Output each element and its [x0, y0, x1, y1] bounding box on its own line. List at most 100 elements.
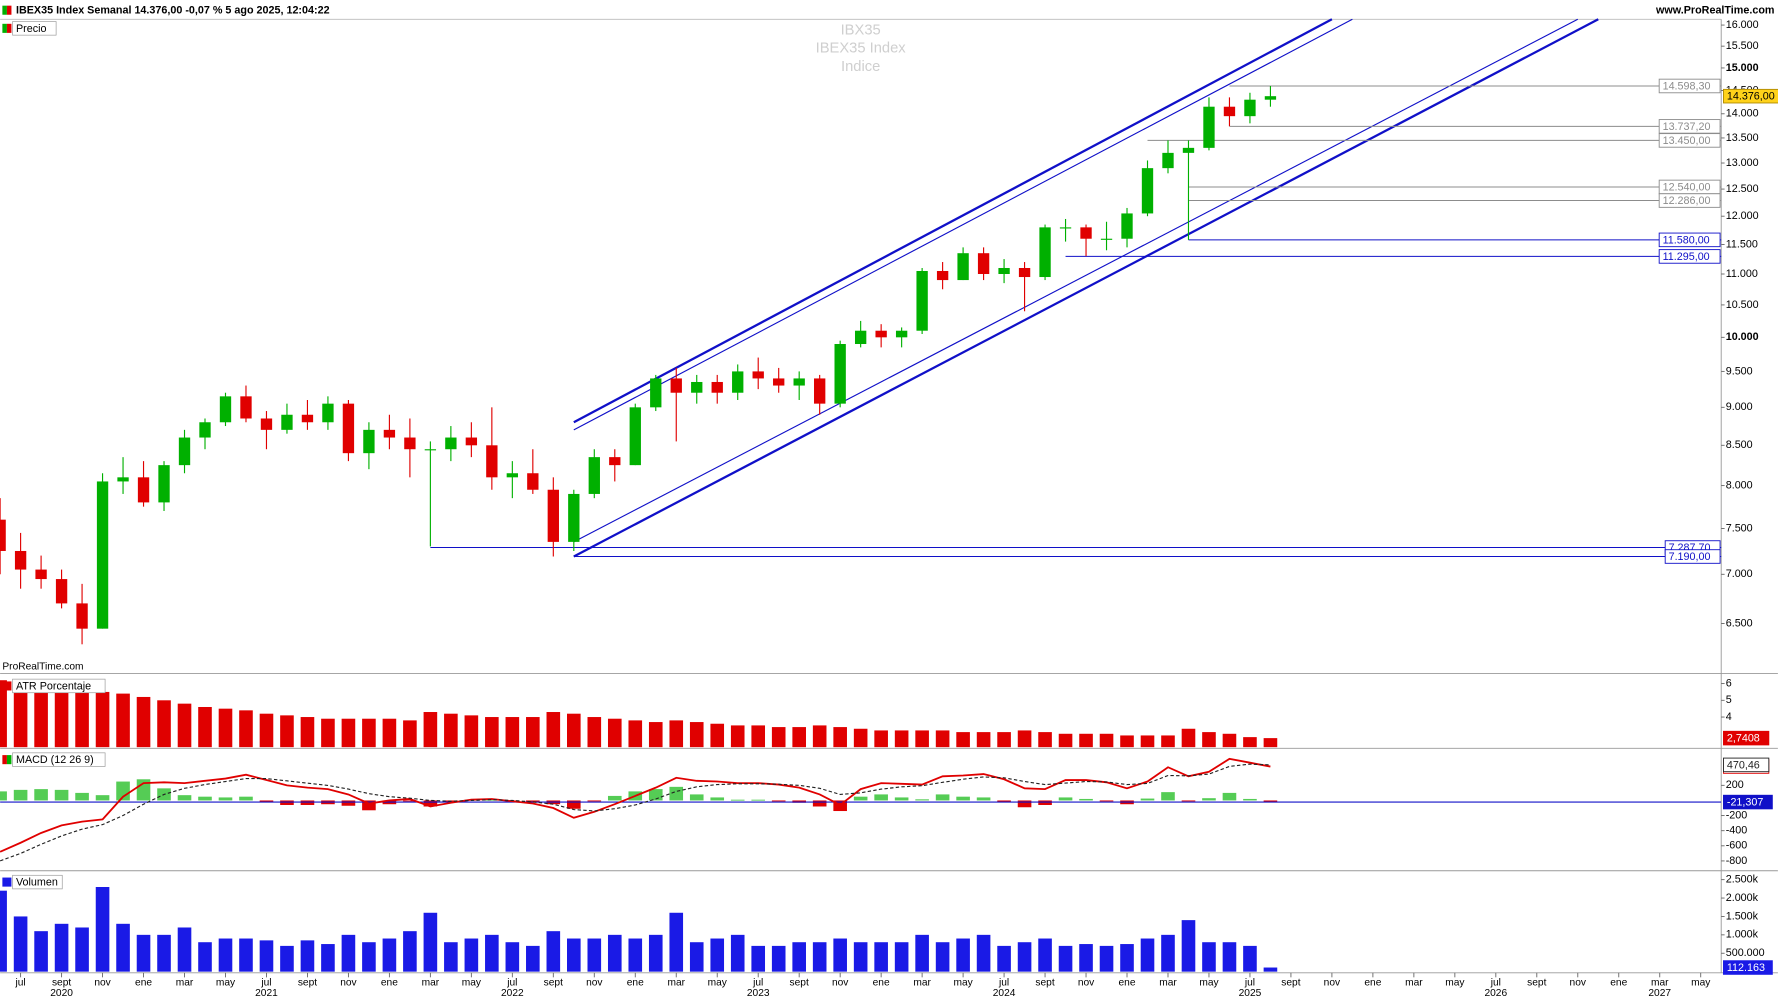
histogram-bar	[935, 794, 950, 801]
bar	[526, 945, 540, 972]
bar	[198, 706, 212, 748]
bar	[0, 680, 7, 748]
candle-body	[445, 437, 457, 450]
bar	[95, 691, 110, 748]
bar	[526, 717, 540, 748]
bar	[34, 931, 48, 972]
bar	[382, 718, 397, 748]
legend-swatch	[6, 23, 12, 33]
year-label: 2021	[255, 988, 278, 999]
x-tick-label: jul	[1244, 978, 1255, 989]
bar	[444, 713, 458, 748]
histogram-bar	[280, 800, 294, 805]
last-value-label: 2,7408	[1727, 733, 1760, 745]
bar	[1058, 733, 1073, 748]
bar	[300, 940, 315, 972]
bar	[259, 713, 274, 748]
x-tick-label: ene	[1364, 978, 1381, 989]
x-tick-label: nov	[1570, 978, 1587, 989]
bar	[1140, 735, 1155, 748]
bar	[1263, 967, 1278, 972]
bar	[1222, 733, 1237, 748]
bar	[0, 890, 7, 972]
x-tick-label: mar	[1159, 978, 1177, 989]
bar	[771, 945, 786, 972]
candle-body	[383, 429, 396, 438]
y-tick-label: 10.000	[1726, 331, 1759, 343]
x-tick-label: ene	[627, 978, 644, 989]
x-tick-label: jul	[14, 978, 25, 989]
y-tick-label: -600	[1726, 840, 1748, 852]
candle-body	[342, 403, 355, 454]
candle-body	[1264, 96, 1277, 100]
candle-body	[527, 473, 539, 490]
candle-body	[998, 267, 1010, 275]
x-tick-label: may	[1445, 978, 1465, 989]
bar	[423, 712, 438, 748]
candle-body	[711, 381, 723, 393]
bar	[444, 942, 458, 972]
histogram-bar	[34, 789, 48, 801]
bar	[1222, 942, 1237, 972]
bar	[730, 934, 745, 972]
x-tick-label: sept	[52, 978, 71, 989]
candle-body	[322, 403, 334, 423]
y-tick-label: 11.500	[1726, 238, 1758, 250]
histogram-bar	[1263, 800, 1278, 803]
bar	[771, 727, 786, 748]
year-label: 2024	[993, 988, 1016, 999]
y-tick-label: 6.500	[1726, 617, 1753, 629]
bar	[935, 730, 950, 748]
site-link[interactable]: www.ProRealTime.com	[1655, 5, 1774, 17]
candle-body	[977, 253, 990, 275]
header-title: IBEX35 Index Semanal 14.376,00 -0,07 % 5…	[16, 5, 330, 17]
legend-label: MACD (12 26 9)	[16, 754, 94, 766]
histogram-bar	[95, 795, 110, 801]
histogram-bar	[75, 792, 89, 801]
bar	[874, 942, 888, 972]
y-tick-label: -800	[1726, 855, 1748, 867]
candle-body	[834, 344, 846, 404]
candle-body	[1223, 106, 1236, 117]
bar	[1120, 735, 1134, 748]
bar	[239, 710, 253, 748]
level-label: 12.540,00	[1663, 181, 1711, 193]
histogram-bar	[648, 789, 663, 801]
bar	[567, 938, 581, 972]
legend-swatch	[2, 877, 12, 887]
bar	[95, 887, 110, 972]
bar	[280, 945, 294, 972]
bar	[997, 732, 1011, 748]
histogram-bar	[956, 796, 970, 801]
bar	[75, 691, 89, 748]
candle-body	[629, 407, 641, 466]
series-last-label-box	[1723, 757, 1770, 773]
y-tick-label: 9.500	[1726, 365, 1753, 377]
y-tick-label: 8.000	[1726, 479, 1753, 491]
histogram-bar	[567, 800, 581, 809]
bar	[1243, 737, 1257, 748]
candle-body	[76, 603, 88, 629]
candle-body	[814, 378, 826, 404]
candle-body	[199, 422, 211, 438]
header-icon	[6, 5, 12, 15]
candle-body	[936, 270, 949, 281]
x-tick-label: nov	[340, 978, 357, 989]
bar	[54, 923, 69, 972]
candle-body	[96, 481, 109, 629]
level-label-box	[1658, 249, 1721, 264]
bar	[198, 942, 212, 972]
histogram-bar	[915, 799, 929, 801]
x-tick-label: jul	[1490, 978, 1501, 989]
bar	[648, 722, 663, 748]
candle-body	[404, 437, 416, 450]
candle-body	[875, 330, 887, 338]
bar	[710, 938, 725, 972]
y-tick-label: 200	[1726, 779, 1744, 791]
level-label: 14.598,30	[1663, 80, 1711, 92]
x-tick-label: sept	[298, 978, 317, 989]
bar	[177, 703, 192, 748]
histogram-bar	[874, 794, 888, 801]
bar	[894, 942, 909, 972]
bar	[505, 717, 520, 748]
